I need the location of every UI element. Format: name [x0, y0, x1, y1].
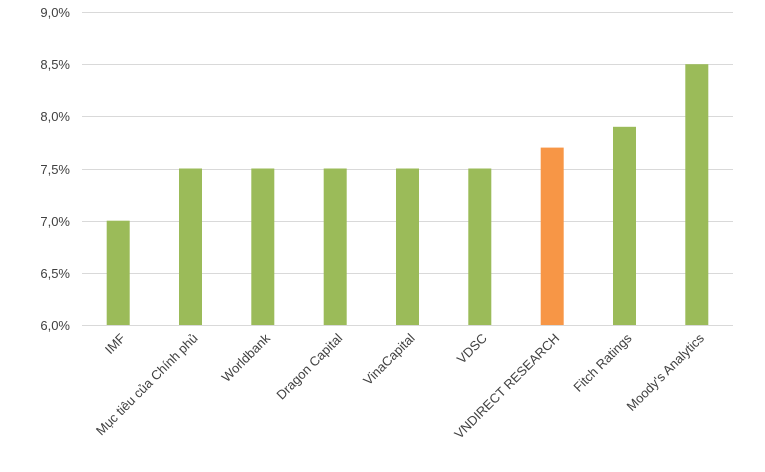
y-tick-label: 7,0%	[40, 214, 70, 229]
bars	[106, 64, 709, 325]
y-tick-label: 6,0%	[40, 318, 70, 333]
bar-fitch-ratings	[613, 126, 636, 325]
bar-imf	[106, 220, 130, 325]
bar-vinacapital	[396, 168, 419, 325]
y-tick-label: 6,5%	[40, 266, 70, 281]
bar-moody-s-analytics	[685, 64, 709, 325]
y-axis-tick-labels: 6,0% 6,5% 7,0% 7,5% 8,0% 8,5% 9,0%	[40, 5, 70, 333]
bar-worldbank	[251, 168, 275, 325]
x-category-label: VDSC	[454, 331, 490, 367]
x-category-label: Worldbank	[219, 330, 274, 385]
x-category-label: Dragon Capital	[273, 330, 345, 402]
x-category-label: IMF	[102, 330, 128, 356]
y-tick-label: 7,5%	[40, 162, 70, 177]
bar-vdsc	[468, 168, 492, 325]
bar-dragon-capital	[323, 168, 347, 325]
y-tick-label: 8,5%	[40, 57, 70, 72]
bar-vndirect-research	[540, 147, 564, 325]
y-tick-label: 9,0%	[40, 5, 70, 20]
bar-m-c-ti-u-c-a-ch-nh-ph	[179, 168, 202, 325]
y-tick-label: 8,0%	[40, 109, 70, 124]
x-category-label: VinaCapital	[360, 330, 418, 388]
x-category-label: Fitch Ratings	[570, 330, 635, 395]
x-category-label: Moody's Analytics	[624, 330, 708, 414]
